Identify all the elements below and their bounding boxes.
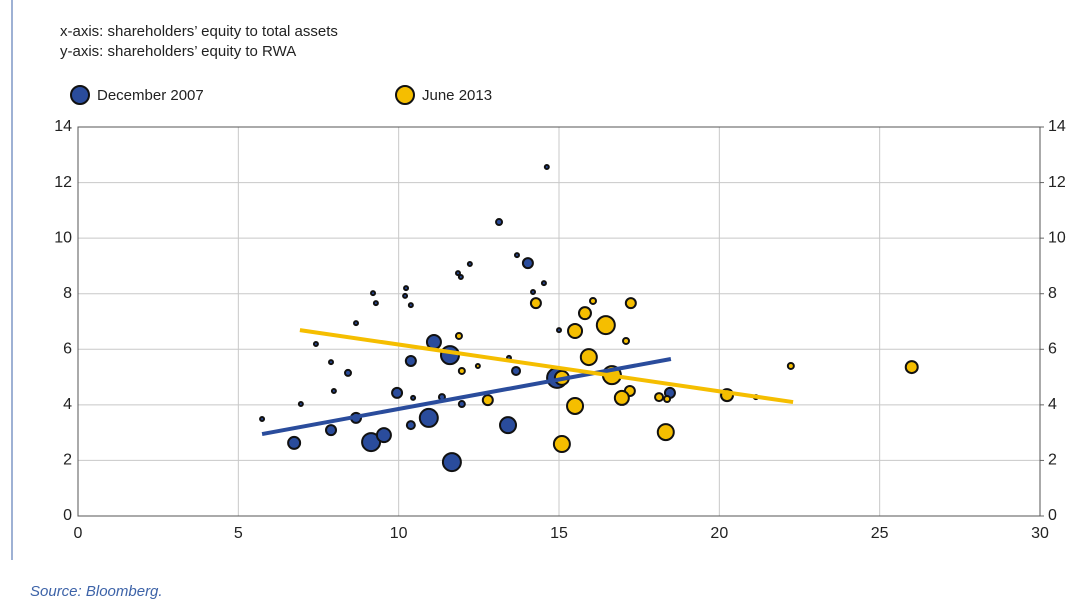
- bubble: [439, 345, 460, 366]
- bubble: [529, 297, 542, 310]
- bubble: [403, 285, 410, 292]
- bubble: [552, 435, 571, 454]
- x-tick-label: 0: [74, 525, 83, 542]
- bubble: [663, 395, 672, 404]
- bubble: [372, 300, 379, 307]
- bubble: [474, 362, 481, 369]
- trend-line: [261, 357, 672, 436]
- bubble: [410, 394, 417, 401]
- x-tick-label: 10: [390, 525, 408, 542]
- bubble: [454, 270, 461, 277]
- bubble: [622, 336, 631, 345]
- bubble: [566, 396, 585, 415]
- y-axis-note: y-axis: shareholders’ equity to RWA: [60, 43, 296, 60]
- bubble: [530, 289, 537, 296]
- bubble: [511, 365, 522, 376]
- bubble: [543, 164, 550, 171]
- bubble: [457, 274, 464, 281]
- bubble: [370, 290, 377, 297]
- bubble: [656, 423, 675, 442]
- bubble: [404, 354, 417, 367]
- bubble: [567, 322, 584, 339]
- bubble: [325, 424, 338, 437]
- bubble: [402, 292, 409, 299]
- bubble: [786, 361, 795, 370]
- legend-label: December 2007: [97, 87, 204, 104]
- bubble: [481, 394, 494, 407]
- x-tick-label: 20: [710, 525, 728, 542]
- bubble: [654, 392, 665, 403]
- bubble: [297, 401, 304, 408]
- y-tick-label: 8: [63, 285, 72, 302]
- bubble: [344, 368, 353, 377]
- bubble: [457, 366, 466, 375]
- plot-frame: [77, 126, 1041, 517]
- y2-tick-label: 12: [1048, 174, 1066, 191]
- y2-tick-label: 2: [1048, 452, 1057, 469]
- bubble: [613, 389, 630, 406]
- bubble: [457, 400, 466, 409]
- y2-tick-label: 0: [1048, 507, 1057, 524]
- legend-swatch: [70, 85, 90, 105]
- bubble: [405, 420, 416, 431]
- x-tick-label: 5: [234, 525, 243, 542]
- legend-swatch: [395, 85, 415, 105]
- y2-tick-label: 8: [1048, 285, 1057, 302]
- bubble: [330, 387, 337, 394]
- bubble: [328, 359, 335, 366]
- bubble: [595, 315, 616, 336]
- bubble: [556, 327, 562, 334]
- bubble: [391, 386, 404, 399]
- x-axis-note: x-axis: shareholders’ equity to total as…: [60, 23, 338, 40]
- bubble: [454, 331, 463, 340]
- bubble: [418, 407, 439, 428]
- y-tick-label: 0: [63, 507, 72, 524]
- bubble: [407, 302, 414, 309]
- bubble: [495, 218, 504, 227]
- bubble: [577, 306, 592, 321]
- bubble: [588, 296, 597, 305]
- bubble: [579, 348, 598, 367]
- bubble: [259, 416, 266, 423]
- source: Source: Bloomberg.: [30, 583, 163, 600]
- bubble: [624, 297, 637, 310]
- y-tick-label: 10: [54, 229, 72, 246]
- bubble: [312, 341, 319, 348]
- y2-tick-label: 14: [1048, 118, 1066, 135]
- bubble: [353, 320, 360, 327]
- y-tick-label: 6: [63, 341, 72, 358]
- y-tick-label: 2: [63, 452, 72, 469]
- bubble: [521, 257, 534, 270]
- bubble: [904, 360, 919, 375]
- x-tick-label: 15: [550, 525, 568, 542]
- y-tick-label: 14: [54, 118, 72, 135]
- trend-line: [299, 328, 794, 405]
- x-tick-label: 25: [871, 525, 889, 542]
- bubble: [441, 452, 462, 473]
- bubble: [375, 427, 392, 444]
- y2-tick-label: 6: [1048, 341, 1057, 358]
- bubble: [540, 280, 547, 287]
- y-tick-label: 12: [54, 174, 72, 191]
- y2-tick-label: 10: [1048, 229, 1066, 246]
- y-tick-label: 4: [63, 396, 72, 413]
- x-tick-label: 30: [1031, 525, 1049, 542]
- legend-label: June 2013: [422, 87, 492, 104]
- bubble: [466, 260, 473, 267]
- bubble: [513, 252, 520, 259]
- y2-tick-label: 4: [1048, 396, 1057, 413]
- bubble: [287, 435, 302, 450]
- bubble: [499, 416, 518, 435]
